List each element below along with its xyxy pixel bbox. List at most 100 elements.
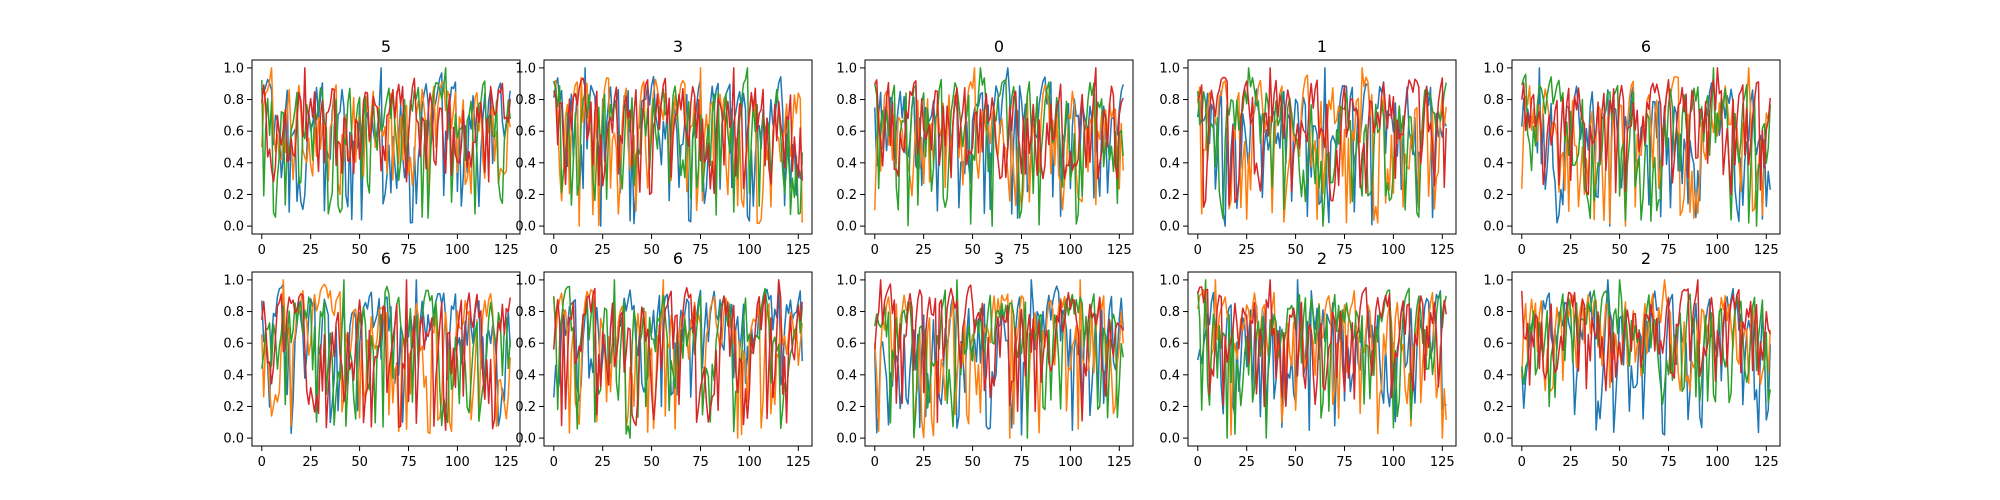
x-tick-label: 125 (1754, 455, 1779, 470)
x-tick-label: 25 (1238, 243, 1255, 258)
x-tick-label: 25 (594, 243, 611, 258)
y-tick-label: 0.2 (515, 400, 536, 415)
series-line-3 (553, 67, 803, 216)
series-line-3 (1197, 67, 1447, 227)
x-tick-label: 100 (445, 243, 470, 258)
x-tick-label: 25 (302, 243, 319, 258)
x-tick-label: 25 (302, 455, 319, 470)
y-tick-label: 0.2 (223, 400, 244, 415)
x-tick-label: 50 (1611, 243, 1628, 258)
x-tick-label: 0 (1518, 243, 1526, 258)
y-tick-label: 0.2 (836, 188, 857, 203)
y-tick-label: 0.0 (836, 432, 857, 447)
x-tick-label: 100 (1381, 243, 1406, 258)
x-tick-label: 0 (871, 243, 879, 258)
x-tick-label: 0 (258, 243, 266, 258)
subplot-9: 0 25 50 75 100 125 0.0 0.2 0.4 0.6 0.8 1.0 2 (1159, 249, 1457, 470)
x-tick-label: 0 (1194, 455, 1202, 470)
y-tick-label: 0.8 (223, 305, 244, 320)
x-tick-label: 50 (1611, 455, 1628, 470)
x-tick-label: 75 (1660, 243, 1677, 258)
panel-title: 5 (381, 37, 391, 56)
y-tick-label: 0.4 (515, 156, 536, 171)
x-tick-label: 50 (643, 455, 660, 470)
y-tick-label: 0.8 (1159, 93, 1180, 108)
y-tick-label: 0.8 (836, 93, 857, 108)
x-tick-label: 125 (1430, 243, 1455, 258)
y-tick-label: 0.2 (836, 400, 857, 415)
y-tick-label: 0.6 (223, 125, 244, 140)
y-tick-label: 0.6 (1159, 337, 1180, 352)
x-tick-label: 125 (786, 455, 811, 470)
x-tick-label: 75 (1336, 455, 1353, 470)
series-line-4 (1521, 67, 1771, 196)
x-tick-label: 100 (1058, 243, 1083, 258)
y-tick-label: 0.0 (515, 432, 536, 447)
y-tick-label: 0.2 (515, 188, 536, 203)
x-tick-label: 50 (1287, 455, 1304, 470)
x-tick-label: 100 (1381, 455, 1406, 470)
y-tick-label: 0.2 (1159, 400, 1180, 415)
y-tick-label: 0.4 (515, 368, 536, 383)
y-tick-label: 0.2 (223, 188, 244, 203)
y-tick-label: 0.2 (1159, 188, 1180, 203)
series-line-4 (261, 67, 511, 183)
y-tick-label: 1.0 (1159, 61, 1180, 76)
y-tick-label: 0.8 (515, 305, 536, 320)
y-tick-label: 0.6 (1159, 125, 1180, 140)
x-tick-label: 25 (594, 455, 611, 470)
axes-border (1187, 271, 1457, 447)
y-tick-label: 0.8 (1483, 93, 1504, 108)
axes-border (251, 59, 521, 235)
subplot-5: 0 25 50 75 100 125 0.0 0.2 0.4 0.6 0.8 1.0 6 (1483, 37, 1781, 258)
series-line-3 (874, 279, 1124, 439)
y-tick-label: 1.0 (515, 61, 536, 76)
x-tick-label: 75 (1013, 455, 1030, 470)
subplot-7: 0 25 50 75 100 125 0.0 0.2 0.4 0.6 0.8 1.0 6 (515, 249, 813, 470)
y-tick-label: 0.6 (515, 337, 536, 352)
subplot-8: 0 25 50 75 100 125 0.0 0.2 0.4 0.6 0.8 1.0 3 (836, 249, 1134, 470)
x-tick-label: 75 (692, 455, 709, 470)
axes-border (864, 59, 1134, 235)
series-line-4 (1521, 279, 1771, 392)
y-tick-label: 0.4 (1483, 368, 1504, 383)
y-tick-label: 0.0 (836, 220, 857, 235)
series-line-3 (261, 279, 511, 428)
series-line-4 (874, 279, 1124, 424)
series-line-4 (1197, 67, 1447, 208)
y-tick-label: 0.2 (1483, 400, 1504, 415)
series-line-4 (874, 67, 1124, 180)
series-line-1 (874, 67, 1124, 219)
y-tick-label: 0.4 (836, 368, 857, 383)
axes-border (1511, 59, 1781, 235)
x-tick-label: 25 (1238, 455, 1255, 470)
x-tick-label: 125 (1754, 243, 1779, 258)
y-tick-label: 0.4 (836, 156, 857, 171)
y-tick-label: 1.0 (1483, 61, 1504, 76)
x-tick-label: 125 (786, 243, 811, 258)
y-tick-label: 0.6 (515, 125, 536, 140)
x-tick-label: 25 (1562, 455, 1579, 470)
x-tick-label: 50 (1287, 243, 1304, 258)
x-tick-label: 50 (964, 243, 981, 258)
x-tick-label: 75 (1013, 243, 1030, 258)
x-tick-label: 50 (351, 455, 368, 470)
x-tick-label: 100 (1058, 455, 1083, 470)
x-tick-label: 100 (1705, 455, 1730, 470)
x-tick-label: 0 (1518, 455, 1526, 470)
x-tick-label: 75 (400, 243, 417, 258)
y-tick-label: 1.0 (515, 273, 536, 288)
subplot-3: 0 25 50 75 100 125 0.0 0.2 0.4 0.6 0.8 1.0 0 (836, 37, 1134, 258)
panel-title: 6 (673, 249, 683, 268)
x-tick-label: 75 (1336, 243, 1353, 258)
x-tick-label: 75 (1660, 455, 1677, 470)
x-tick-label: 100 (737, 243, 762, 258)
x-tick-label: 0 (258, 455, 266, 470)
x-tick-label: 0 (550, 455, 558, 470)
y-tick-label: 0.6 (836, 337, 857, 352)
y-tick-label: 0.6 (223, 337, 244, 352)
axes-border (543, 59, 813, 235)
series-line-3 (1197, 279, 1447, 439)
y-tick-label: 0.8 (836, 305, 857, 320)
y-tick-label: 1.0 (836, 273, 857, 288)
